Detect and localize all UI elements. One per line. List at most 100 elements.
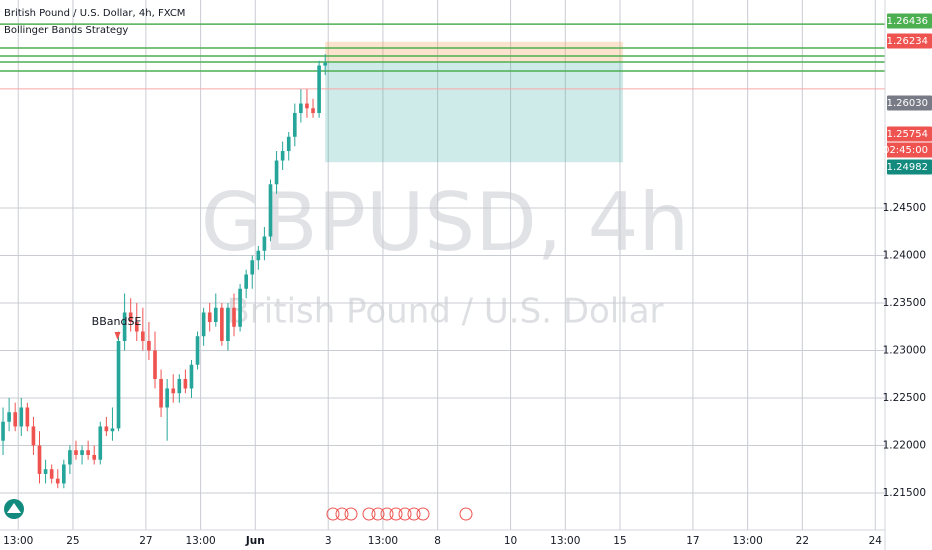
candle-body xyxy=(299,103,303,114)
x-tick-label: 8 xyxy=(434,535,441,547)
plot-area: BBandSE xyxy=(0,23,885,489)
x-tick-label: 13:00 xyxy=(550,535,580,547)
candle-body xyxy=(49,469,54,479)
candle-body xyxy=(207,312,212,322)
candle-body xyxy=(122,312,127,341)
candle-body xyxy=(226,307,230,341)
price-badge xyxy=(887,159,932,175)
price-badge-label: 1.26030 xyxy=(887,98,928,109)
price-badge-label: 1.25754 xyxy=(887,129,928,140)
candle-body xyxy=(74,450,78,455)
candle-body xyxy=(7,412,11,422)
event-icons xyxy=(326,507,473,521)
price-badge xyxy=(887,95,932,111)
candle-body xyxy=(262,236,267,251)
x-tick-label: 24 xyxy=(869,535,883,547)
candle-body xyxy=(31,426,36,446)
candle-body xyxy=(256,250,261,261)
y-tick-label: 1.21500 xyxy=(883,487,926,499)
grid xyxy=(0,0,885,530)
x-tick-label: 17 xyxy=(686,535,699,547)
candle-body xyxy=(250,260,255,275)
x-tick-label: 25 xyxy=(66,535,79,547)
candle-body xyxy=(280,151,285,161)
candle-body xyxy=(213,307,218,322)
candle-body xyxy=(274,160,279,185)
logo xyxy=(4,499,24,519)
price-badge xyxy=(887,33,932,49)
y-tick-label: 1.24500 xyxy=(883,202,926,214)
candle-body xyxy=(153,350,157,379)
candle-body xyxy=(311,108,315,114)
candle-body xyxy=(128,312,133,322)
signal-label: BBandSE xyxy=(92,315,142,328)
watermark: GBPUSD, 4h xyxy=(201,176,690,269)
candle-body xyxy=(159,378,163,408)
signal-arrow xyxy=(114,332,121,340)
candle-body xyxy=(61,464,66,484)
candle-body xyxy=(92,454,97,460)
x-tick-label: 10 xyxy=(504,535,517,547)
candle-body xyxy=(305,103,309,109)
candle-body xyxy=(268,184,273,237)
candle-body xyxy=(80,450,84,455)
x-tick-label: 13:00 xyxy=(732,535,762,547)
x-tick-label: 3 xyxy=(325,535,332,547)
candle-body xyxy=(238,288,242,327)
candle-body xyxy=(171,388,176,394)
candle-body xyxy=(220,307,224,341)
candle-body xyxy=(165,388,169,408)
price-axis-bg xyxy=(886,0,932,550)
chart-title: British Pound / U.S. Dollar, 4h, FXCM xyxy=(4,8,185,19)
x-tick-label: 13:00 xyxy=(3,535,33,547)
price-badge-label: 1.26436 xyxy=(887,16,928,27)
candle-body xyxy=(104,426,109,432)
candle-body xyxy=(116,340,121,429)
candle-body xyxy=(317,65,321,114)
candle-body xyxy=(323,62,328,66)
y-tick-label: 1.23500 xyxy=(883,297,926,309)
candle-body xyxy=(110,428,115,432)
watermark-subtitle: British Pound / U.S. Dollar xyxy=(226,292,663,332)
x-tick-label: 13:00 xyxy=(368,535,398,547)
candle-body xyxy=(13,412,18,427)
candle-body xyxy=(134,321,139,332)
price-axis: 1.21500 1.22000 1.22500 1.23000 1.23500 1.240… xyxy=(883,0,932,550)
candle-body xyxy=(19,407,24,427)
candle-body xyxy=(147,340,151,351)
price-badge-label: 1.26234 xyxy=(887,36,928,47)
candle-body xyxy=(232,307,236,327)
candle-body xyxy=(55,478,60,484)
y-tick-label: 1.23000 xyxy=(883,344,926,356)
candle-body xyxy=(195,336,200,365)
candle-body xyxy=(189,364,194,389)
candle-body xyxy=(37,445,42,474)
candle-body xyxy=(177,378,182,394)
x-tick-label: 15 xyxy=(613,535,626,547)
candle-body xyxy=(68,450,72,465)
candle-body xyxy=(201,312,206,337)
candle-body xyxy=(1,421,5,441)
price-badge xyxy=(887,126,932,142)
candle-body xyxy=(98,426,103,460)
candle-body xyxy=(25,407,30,427)
y-tick-label: 1.24000 xyxy=(883,250,926,262)
candle-body xyxy=(286,136,291,152)
candle-body xyxy=(244,274,248,289)
x-tick-label: Jun xyxy=(245,535,265,547)
candle-body xyxy=(141,331,145,341)
price-badge-label: 1.24982 xyxy=(887,162,928,173)
countdown-badge xyxy=(887,142,932,158)
strategy-name: Bollinger Bands Strategy xyxy=(4,25,128,36)
candle-body xyxy=(43,469,48,474)
x-tick-label: 22 xyxy=(796,535,809,547)
x-tick-label: 27 xyxy=(139,535,152,547)
candle-body xyxy=(183,378,188,389)
y-tick-label: 1.22000 xyxy=(883,439,926,451)
countdown-label: 02:45:00 xyxy=(883,145,928,156)
candle-body xyxy=(86,450,90,455)
y-tick-label: 1.22500 xyxy=(883,392,926,404)
target-zone xyxy=(325,62,624,163)
